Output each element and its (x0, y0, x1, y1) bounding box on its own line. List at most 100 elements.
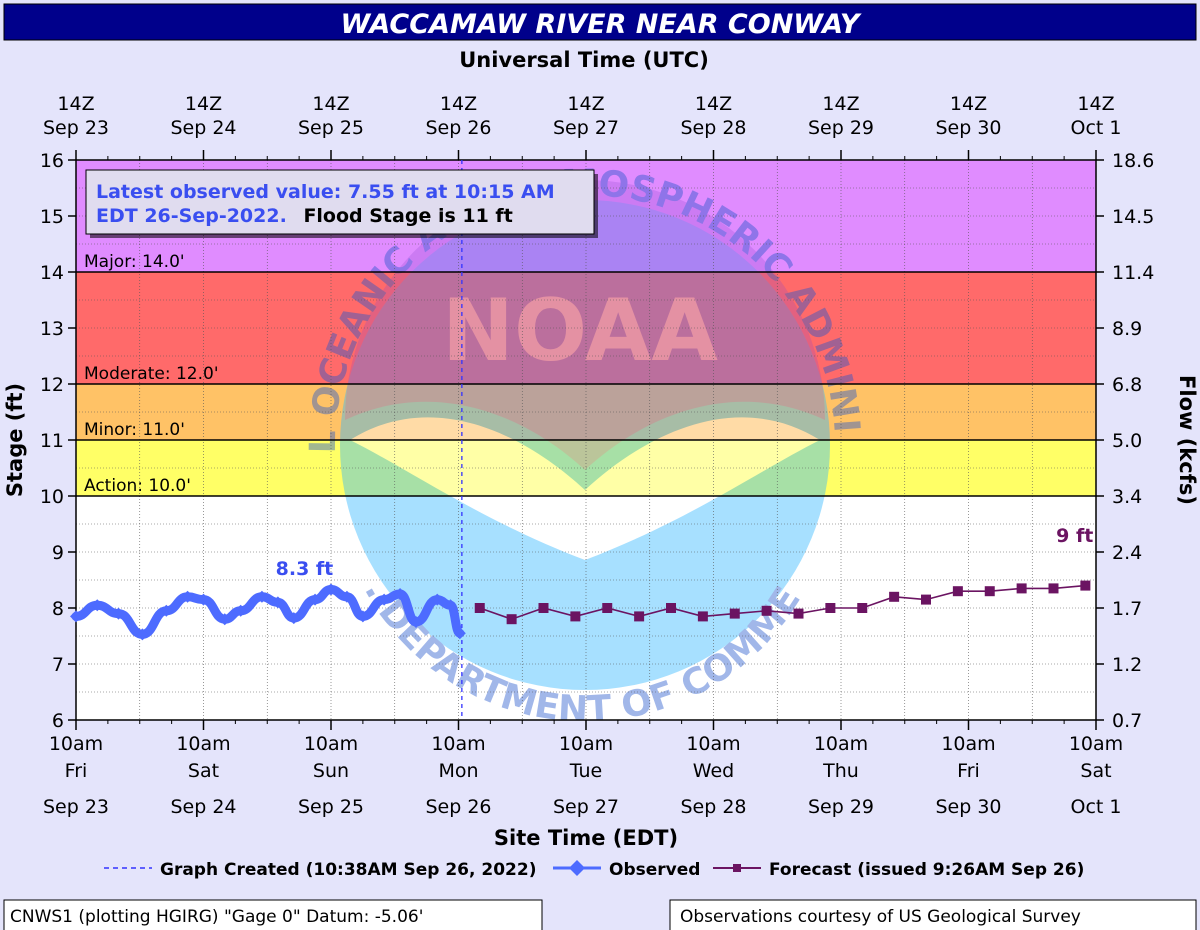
observed-point (444, 599, 457, 612)
flood-stage-text: Flood Stage is 11 ft (303, 205, 512, 227)
bottom-tick-day: Wed (693, 760, 734, 782)
top-tick-date: Sep 24 (170, 117, 236, 139)
top-tick-date: Sep 28 (680, 117, 746, 139)
flood-band-label-major: Major: 14.0' (84, 252, 185, 272)
series-layer: 8.3 ft 9 ft (70, 160, 1093, 720)
bottom-tick-time: 10am (1069, 733, 1123, 755)
forecast-point (1048, 583, 1059, 594)
observed-point (112, 607, 125, 620)
observed-point (136, 628, 149, 641)
legend-created-label: Graph Created (10:38AM Sep 26, 2022) (160, 860, 536, 880)
chart-title: WACCAMAW RIVER NEAR CONWAY (341, 9, 862, 40)
footer-credit-text: Observations courtesy of US Geological S… (680, 907, 1081, 927)
observed-point (234, 604, 247, 617)
y-right-tick-label: 1.7 (1112, 598, 1142, 620)
latest-observed-line1: Latest observed value: 7.55 ft at 10:15 … (96, 181, 555, 203)
top-tick-label: 14Z (695, 93, 732, 115)
legend-forecast-label: Forecast (issued 9:26AM Sep 26) (769, 860, 1084, 880)
bottom-tick-time: 10am (431, 733, 485, 755)
y-right-tick-label: 11.4 (1112, 262, 1154, 284)
forecast-point (634, 611, 645, 622)
forecast-point (952, 586, 963, 597)
bottom-tick-day: Sat (188, 760, 219, 782)
title-bar: WACCAMAW RIVER NEAR CONWAY (3, 3, 1197, 41)
y-tick-label: 8 (52, 598, 64, 620)
top-tick-date: Sep 26 (425, 117, 491, 139)
watermark-gull (350, 417, 820, 560)
y-tick-label: 16 (40, 150, 64, 172)
forecast-point (602, 603, 613, 613)
bottom-tick-date: Sep 27 (553, 796, 619, 818)
observed-point (271, 596, 284, 609)
forecast-point (889, 591, 900, 602)
flood-band-label-action: Action: 10.0' (84, 476, 191, 496)
y-right-tick-label: 1.2 (1112, 654, 1142, 676)
forecast-point (666, 603, 676, 613)
bottom-tick-day: Sun (313, 760, 349, 782)
bottom-tick-time: 10am (559, 733, 613, 755)
flood-band-boundaries: Action: 10.0' Minor: 11.0' Moderate: 12.0'… (76, 252, 1096, 497)
bottom-tick-date: Oct 1 (1071, 796, 1122, 818)
observed-point (394, 588, 407, 600)
bottom-tick-time: 10am (304, 733, 358, 755)
observed-point (340, 590, 353, 603)
footer-datum: CNWS1 (plotting HGIRG) "Gage 0" Datum: -… (3, 899, 543, 930)
observed-point (410, 616, 422, 628)
observed-line (71, 585, 465, 639)
legend-forecast-marker (733, 864, 741, 872)
footer-datum-text: CNWS1 (plotting HGIRG) "Gage 0" Datum: -… (10, 907, 423, 927)
y-axis-right-title: Flow (kcfs) (1175, 375, 1199, 505)
y-right-tick-label: 3.4 (1112, 486, 1142, 508)
bottom-tick-day: Sat (1080, 760, 1111, 782)
top-tick-date: Sep 30 (935, 117, 1001, 139)
bottom-tick-date: Sep 28 (680, 796, 746, 818)
observed-point (431, 593, 444, 606)
bottom-tick-day: Mon (438, 760, 478, 782)
forecast-point (474, 603, 485, 613)
y-right-tick-label: 8.9 (1112, 318, 1142, 340)
flood-band-label-minor: Minor: 11.0' (84, 420, 185, 440)
bottom-tick-date: Sep 29 (808, 796, 874, 818)
bottom-tick-day: Fri (957, 760, 980, 782)
top-tick-label: 14Z (822, 93, 859, 115)
y-tick-label: 9 (52, 542, 64, 564)
observed-point (287, 612, 300, 625)
forecast-point (729, 608, 740, 619)
observed-point (325, 583, 337, 596)
forecast-point (570, 611, 581, 622)
latest-observed-line2: EDT 26-Sep-2022. Flood Stage is 11 ft (96, 205, 513, 227)
forecast-point (1016, 583, 1027, 594)
top-tick-label: 14Z (950, 93, 987, 115)
forecast-point (1080, 580, 1091, 591)
top-axis-title: Universal Time (UTC) (459, 48, 709, 72)
bottom-tick-date: Sep 30 (935, 796, 1001, 818)
bottom-tick-time: 10am (686, 733, 740, 755)
observed-point (197, 593, 210, 606)
observed-point (356, 610, 369, 623)
forecast-point (506, 614, 517, 625)
x-axis-title: Site Time (EDT) (494, 826, 678, 850)
observed-point (218, 613, 231, 626)
legend-observed-label: Observed (609, 860, 700, 880)
forecast-point (761, 605, 772, 616)
watermark-upper (345, 180, 825, 470)
y-tick-label: 14 (40, 262, 64, 284)
forecast-peak-label: 9 ft (1056, 525, 1093, 547)
top-tick-date: Sep 25 (298, 117, 364, 139)
y-tick-label: 12 (40, 374, 64, 396)
y-right-tick-label: 2.4 (1112, 542, 1142, 564)
y-tick-label: 7 (52, 654, 64, 676)
latest-observed-box: Latest observed value: 7.55 ft at 10:15 … (85, 169, 598, 238)
legend-observed-marker (569, 860, 585, 876)
legend: Graph Created (10:38AM Sep 26, 2022) Obs… (104, 860, 1084, 880)
top-tick-label: 14Z (312, 93, 349, 115)
bottom-tick-date: Sep 26 (425, 796, 491, 818)
observed-peak-label: 8.3 ft (276, 558, 334, 580)
top-tick-date: Sep 23 (43, 117, 109, 139)
latest-observed-date: EDT 26-Sep-2022. (96, 205, 287, 227)
top-tick-date: Sep 27 (553, 117, 619, 139)
forecast-line (479, 584, 1086, 621)
forecast-point (857, 603, 868, 613)
y-right-tick-label: 14.5 (1112, 206, 1154, 228)
bottom-tick-day: Fri (65, 760, 88, 782)
